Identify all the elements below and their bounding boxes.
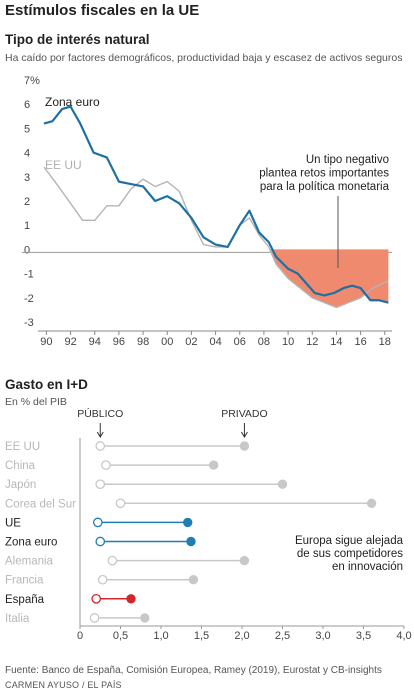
negative-rate-annotation: Un tipo negativo plantea retos importante…: [259, 154, 389, 193]
eeuu-label: EE UU: [45, 158, 82, 172]
x-tick-label: 04: [209, 336, 221, 348]
y-tick-label: -3: [24, 317, 34, 329]
country-label: China: [5, 460, 36, 472]
public-dot: [101, 460, 111, 470]
y-tick-label: 1: [24, 220, 30, 232]
x-tick-label: 06: [234, 336, 246, 348]
rd-x-tick-label: 1,5: [194, 630, 209, 642]
rd-x-tick-label: 4,0: [396, 630, 411, 642]
public-arrow: [96, 423, 104, 438]
country-label: Corea del Sur: [5, 498, 76, 510]
main-title: Estímulos fiscales en la UE: [5, 2, 200, 19]
rd-x-tick-label: 3,0: [315, 630, 330, 642]
chart1-subtitle: Ha caído por factores demográficos, prod…: [5, 52, 403, 64]
country-label: UE: [5, 517, 21, 529]
public-dot: [95, 479, 106, 490]
x-tick-label: 08: [258, 336, 270, 348]
public-dot: [97, 574, 108, 585]
y-tick-label: -2: [24, 293, 34, 305]
public-dot: [95, 441, 106, 451]
public-marker-label: PÚBLICO: [77, 407, 123, 420]
zona-euro-line: [43, 105, 389, 304]
rd-x-tick-label: 1,0: [153, 630, 168, 642]
eeuu-line: [43, 166, 389, 309]
chart2-subtitle: En % del PIB: [5, 396, 67, 408]
x-tick-label: 14: [330, 336, 342, 348]
y-tick-label: -1: [24, 269, 34, 281]
chart2-title: Gasto en I+D: [5, 377, 88, 392]
country-label: Japón: [5, 479, 36, 491]
rd-x-tick-label: 2,5: [275, 630, 290, 642]
private-dot: [208, 460, 219, 470]
public-dot: [91, 593, 102, 604]
x-tick-label: 98: [137, 336, 149, 348]
y-tick-label: 5: [24, 123, 30, 135]
y-tick-label: 2: [24, 196, 30, 208]
rd-x-tick-label: 0: [77, 630, 83, 642]
country-label: Italia: [5, 613, 30, 625]
rd-x-tick-label: 2,0: [234, 630, 249, 642]
private-arrow: [241, 423, 248, 438]
y-tick-label: 3: [24, 172, 30, 184]
y-tick-label: 4: [24, 148, 30, 160]
x-tick-label: 94: [89, 336, 101, 348]
chart1-title: Tipo de interés natural: [5, 32, 150, 47]
public-dot: [115, 498, 126, 509]
y-tick-label: 0: [24, 244, 30, 256]
x-tick-label: 00: [161, 336, 173, 348]
private-dot: [277, 479, 288, 489]
negative-rate-area: [268, 249, 389, 308]
country-label: España: [5, 594, 45, 606]
y-tick-label: 6: [24, 99, 30, 111]
x-tick-label: 02: [185, 336, 197, 348]
x-tick-label: 16: [354, 336, 366, 348]
private-dot: [239, 555, 250, 566]
private-dot: [188, 575, 199, 585]
country-label: Alemania: [5, 556, 54, 568]
country-label: Zona euro: [5, 537, 57, 549]
x-tick-label: 12: [306, 336, 318, 348]
zona-euro-label: Zona euro: [45, 95, 100, 109]
x-tick-label: 10: [282, 336, 294, 348]
public-dot: [89, 613, 100, 623]
country-label: EE UU: [5, 441, 40, 453]
x-tick-label: 92: [64, 336, 76, 348]
country-label: Francia: [5, 575, 44, 587]
public-dot: [92, 517, 103, 528]
private-dot: [186, 536, 196, 547]
footer-source: Fuente: Banco de España, Comisión Europe…: [5, 665, 382, 676]
x-tick-label: 90: [40, 336, 52, 348]
footer-credit: CARMEN AYUSO / EL PAÍS: [5, 680, 122, 690]
private-dot: [126, 594, 136, 604]
rd-spending-chart: PÚBLICO PRIVADO EE UU China Japón Corea del S…: [5, 407, 412, 642]
x-tick-label: 96: [113, 336, 125, 348]
private-dot: [239, 441, 250, 451]
public-dot: [95, 536, 106, 547]
private-marker-label: PRIVADO: [221, 408, 267, 420]
x-tick-label: 18: [379, 336, 391, 348]
private-dot: [140, 613, 150, 623]
public-dot: [107, 555, 118, 566]
y-tick-label: 7%: [24, 75, 40, 87]
private-dot: [183, 517, 193, 528]
innovation-annotation: Europa sigue alejada de sus competidores e…: [295, 535, 404, 573]
rd-x-tick-label: 3,5: [356, 630, 371, 642]
rd-x-tick-label: 0,5: [113, 630, 128, 642]
private-dot: [366, 498, 377, 508]
